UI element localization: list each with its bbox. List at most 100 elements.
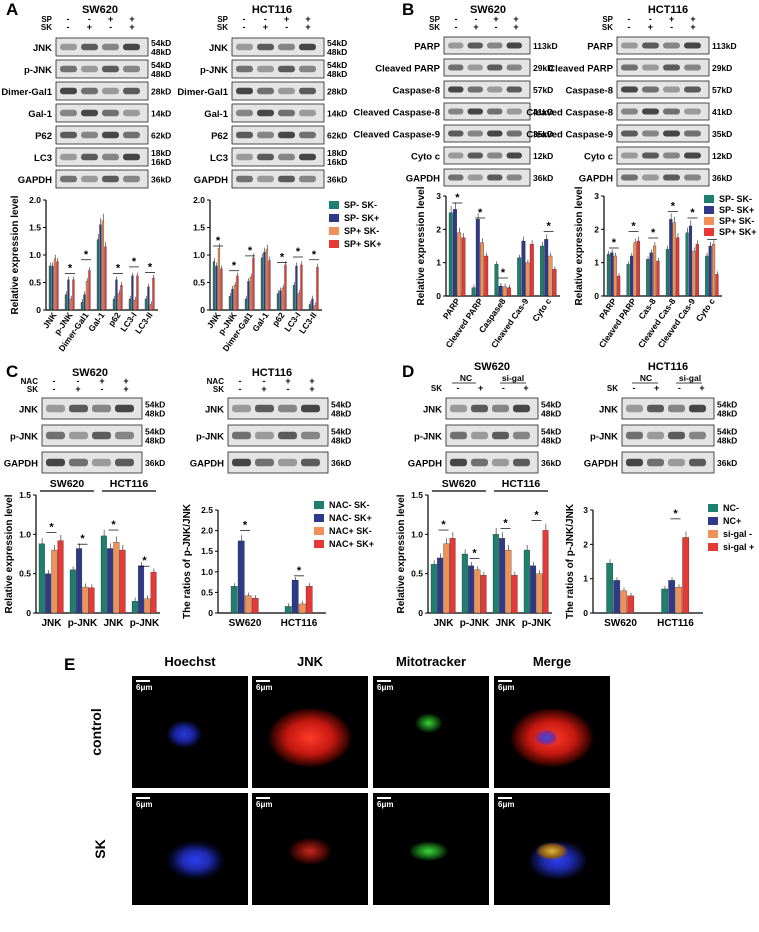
blot-band [232, 458, 251, 467]
bar-3 [712, 244, 716, 297]
blot-band [255, 404, 274, 413]
cell-title: HCT116 [252, 4, 292, 16]
blot-band [689, 431, 706, 440]
bar-1 [284, 606, 292, 614]
y-tick-label: 3 [436, 191, 441, 201]
kd-label: 18kD [151, 148, 171, 158]
kd-label: 28kD [151, 87, 171, 97]
bar-2 [215, 265, 218, 311]
blot-band [257, 87, 274, 95]
blot-band [487, 152, 503, 159]
blot-band [506, 64, 522, 71]
bar-3 [244, 595, 252, 614]
kd-label: 54kD [541, 400, 561, 410]
blot-band [81, 65, 98, 73]
bar-4 [511, 575, 518, 614]
kd-label: 113kD [533, 41, 558, 51]
x-tick-label: p-JNK [130, 618, 160, 629]
bar-2 [453, 209, 457, 297]
significance-star: * [84, 249, 89, 261]
blot-label: JNK [205, 405, 224, 416]
treatment-sign: - [457, 383, 460, 393]
y-tick-label: 2 [594, 224, 599, 234]
blot-band [448, 174, 464, 181]
y-tick-label: 0.5 [193, 278, 205, 288]
y-tick-label: 0 [436, 291, 441, 301]
bar-4 [627, 595, 635, 614]
bar-4 [305, 586, 313, 614]
blot-label: GAPDH [190, 459, 224, 470]
blot-band [102, 109, 119, 117]
bar-4 [480, 575, 487, 614]
kd-label: 28kD [327, 87, 347, 97]
treatment-sign: + [99, 376, 104, 386]
bar-2 [45, 573, 52, 614]
bar-3 [149, 304, 153, 311]
significance-star: * [116, 263, 121, 275]
blot-band [647, 431, 664, 440]
significance-star: * [280, 252, 285, 264]
bar-2 [629, 255, 634, 297]
blot-band [278, 153, 295, 161]
blot-band [299, 87, 316, 95]
micrograph-control-hoechst: 6μm [132, 676, 248, 788]
y-tick-label: 1.5 [29, 223, 41, 233]
blot-strip [55, 81, 149, 101]
x-tick-label: JNK [103, 618, 124, 629]
treatment-sign: + [648, 22, 653, 32]
blot-strip [231, 147, 325, 167]
bar-4 [676, 237, 680, 297]
legend-swatch-3 [704, 217, 714, 225]
significance-star: * [651, 227, 656, 239]
treatment-sign: - [101, 384, 104, 394]
bar-1 [606, 254, 610, 297]
legend-label-2: NC+ [723, 516, 741, 526]
blot-band [450, 458, 467, 467]
treatment-sign: + [129, 22, 134, 32]
blot-band [232, 431, 251, 440]
kd-label: 36kD [327, 175, 347, 185]
blot-strip [443, 80, 531, 99]
bar-4 [268, 260, 271, 311]
bar-4 [284, 264, 287, 311]
bar-2 [610, 252, 614, 297]
y-tick-label: 3 [583, 505, 588, 515]
bar-3 [53, 258, 57, 311]
blot-band [257, 109, 274, 117]
bar-2 [76, 548, 83, 614]
treatment-sign: - [475, 14, 478, 24]
blot-band [236, 65, 253, 73]
blot-band [467, 174, 483, 181]
kd-label: 48kD [151, 69, 171, 79]
blot-band [506, 174, 522, 181]
blot-band [684, 64, 701, 71]
treatment-sign: + [285, 376, 290, 386]
blot-label: Caspase-8 [392, 86, 440, 97]
row-label-control: control [88, 708, 104, 756]
legend-label-2: SP- SK+ [344, 213, 379, 223]
blot-label: p-JNK [200, 65, 228, 76]
bar-3 [613, 255, 617, 297]
blot-band [621, 86, 638, 93]
cell-title: SW620 [82, 4, 118, 16]
treatment-sign: - [495, 22, 498, 32]
significance-star: * [49, 521, 54, 533]
x-tick-label: JNK [433, 618, 454, 629]
bar-3 [85, 281, 89, 311]
blot-band [257, 131, 274, 139]
blot-band [69, 431, 88, 440]
kd-label: 36kD [712, 173, 732, 183]
kd-label: 36kD [145, 458, 165, 468]
y-tick-label: 2.0 [201, 526, 213, 536]
blot-strip [231, 81, 325, 101]
kd-label: 35kD [533, 129, 553, 139]
treatment-label: SK [27, 385, 38, 394]
column-title-merge: Merge [532, 654, 572, 669]
blot-band [278, 65, 295, 73]
blot-band [626, 404, 643, 413]
blot-band [299, 109, 316, 117]
y-tick-label: 1 [583, 574, 588, 584]
bar-4 [120, 285, 123, 311]
blot-band [278, 87, 295, 95]
bar-2 [263, 252, 266, 311]
